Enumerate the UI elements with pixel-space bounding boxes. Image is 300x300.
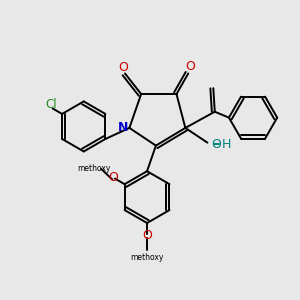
Text: O: O	[118, 61, 128, 74]
Text: methoxy: methoxy	[130, 253, 164, 262]
Text: Cl: Cl	[45, 98, 57, 111]
Text: O: O	[211, 138, 221, 151]
Text: O: O	[185, 61, 195, 74]
Text: H: H	[222, 138, 232, 151]
Text: O: O	[142, 229, 152, 242]
Text: methoxy: methoxy	[78, 164, 111, 173]
Text: O: O	[108, 171, 118, 184]
Text: N: N	[118, 121, 128, 134]
